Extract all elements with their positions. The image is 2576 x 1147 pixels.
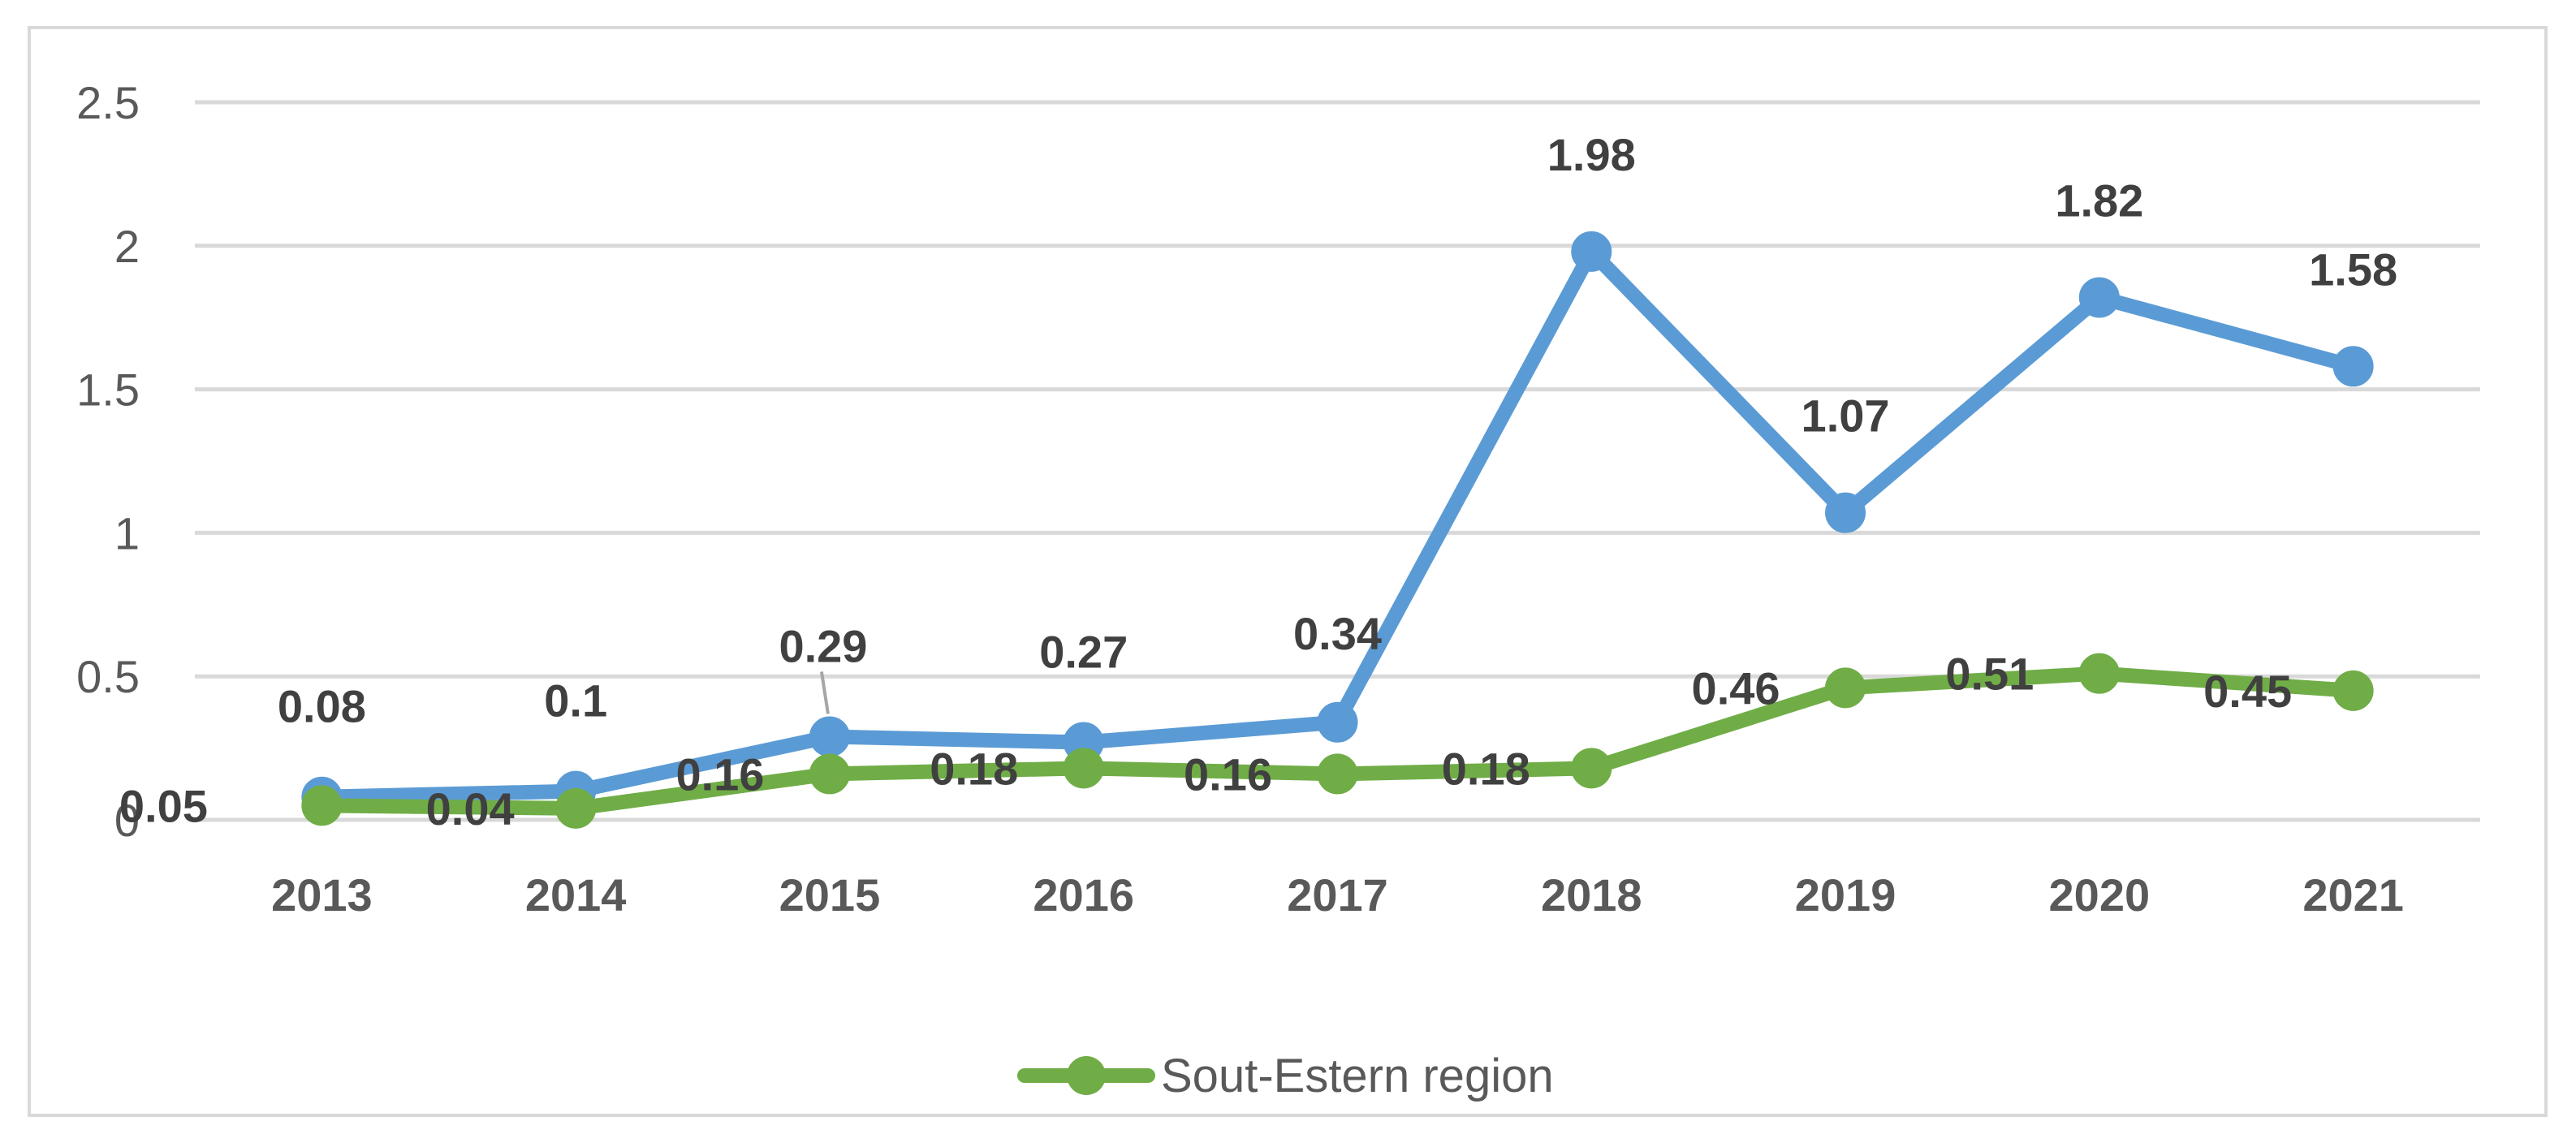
data-label: 1.07: [1801, 390, 1890, 442]
data-point: [809, 716, 850, 757]
data-label: 0.51: [1945, 649, 2034, 700]
data-point: [555, 787, 597, 829]
data-point: [1317, 701, 1358, 743]
legend-label: Sout-Estern region: [1161, 1050, 1554, 1102]
data-point: [1063, 748, 1104, 789]
y-tick-label: 0.5: [76, 651, 140, 702]
x-tick-label: 2019: [1795, 869, 1896, 921]
data-label: 0.18: [930, 743, 1018, 794]
data-labels: 0.08 0.1 0.29 0.27 0.34 1.98 1.07 1.82 1.58 0.05 0…: [119, 129, 2397, 834]
legend-item: Sout-Estern region: [1017, 1050, 1554, 1102]
data-label: 0.16: [675, 748, 764, 800]
x-tick-label: 2015: [779, 869, 881, 921]
data-label: 0.46: [1692, 662, 1780, 714]
x-tick-label: 2021: [2302, 869, 2404, 921]
y-tick-label: 2.5: [76, 77, 140, 128]
x-tick-label: 2017: [1287, 869, 1388, 921]
data-point: [301, 785, 343, 826]
data-label: 0.18: [1442, 743, 1530, 794]
y-tick-label: 0: [114, 795, 140, 846]
leader-line: [819, 671, 830, 714]
data-label: 0.16: [1184, 748, 1272, 800]
y-tick-label: 2: [114, 221, 140, 272]
data-point: [1825, 492, 1866, 533]
y-axis-tick-labels: 0 0.5 1 1.5 2 2.5: [76, 77, 140, 846]
data-label: 0.08: [278, 681, 366, 732]
data-point: [2332, 346, 2374, 387]
x-tick-label: 2013: [271, 869, 373, 921]
data-point: [2078, 653, 2120, 694]
data-label: 1.58: [2309, 244, 2397, 295]
gridlines: [195, 100, 2480, 822]
data-label: 1.82: [2055, 175, 2143, 226]
data-point: [2078, 277, 2120, 318]
series-group: [301, 231, 2374, 829]
y-tick-label: 1.5: [76, 364, 140, 416]
data-label: 0.34: [1293, 608, 1382, 659]
data-point: [1317, 753, 1358, 795]
series-green: [301, 653, 2374, 829]
data-label: 0.04: [426, 783, 515, 834]
data-label: 0.1: [544, 675, 607, 727]
data-point: [1825, 667, 1866, 709]
data-label: 1.98: [1547, 129, 1636, 180]
y-tick-label: 1: [114, 507, 140, 558]
x-axis-tick-labels: 2013 2014 2015 2016 2017 2018 2019 2020 2021: [271, 869, 2404, 921]
data-point: [1571, 231, 1612, 272]
data-point: [2332, 670, 2374, 711]
x-tick-label: 2014: [525, 869, 627, 921]
legend-marker: [1067, 1056, 1106, 1095]
data-label: 0.05: [119, 780, 208, 831]
x-tick-label: 2018: [1541, 869, 1642, 921]
data-label: 0.27: [1039, 627, 1128, 678]
legend: Sout-Estern region: [1017, 1050, 1554, 1102]
data-label: 0.29: [779, 620, 867, 671]
chart-frame: [28, 26, 2548, 1117]
data-label: 0.45: [2203, 666, 2292, 717]
x-tick-label: 2020: [2049, 869, 2151, 921]
data-point: [809, 753, 850, 795]
data-point: [1571, 748, 1612, 789]
x-tick-label: 2016: [1033, 869, 1134, 921]
